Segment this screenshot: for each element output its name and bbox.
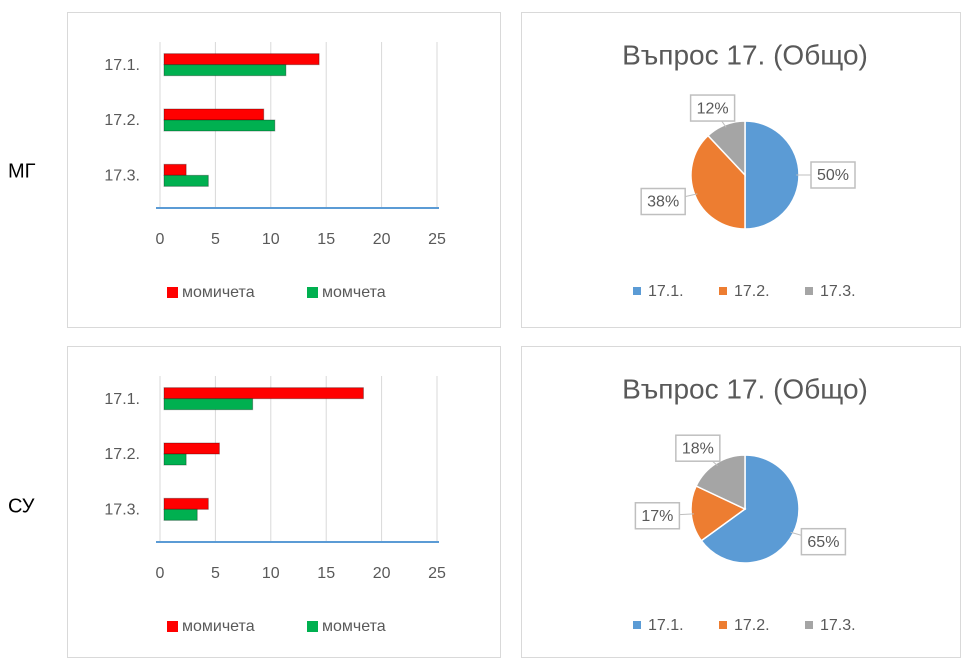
bar [163, 497, 209, 510]
x-tick-label: 10 [262, 565, 280, 582]
legend-label: 17.2. [734, 283, 770, 300]
label-box [634, 502, 681, 530]
data-label: 50% [817, 167, 849, 184]
legend-swatch [167, 287, 178, 298]
x-tick-label: 25 [428, 231, 446, 248]
y-tick-label: 17.3. [104, 168, 140, 185]
chart-panel [67, 12, 501, 328]
x-tick-label: 10 [262, 231, 280, 248]
chart-title: Въпрос 17. (Общо) [622, 39, 868, 70]
x-tick-label: 0 [156, 231, 165, 248]
x-tick-label: 20 [373, 565, 391, 582]
bar [163, 453, 187, 466]
label-box [800, 527, 847, 556]
y-tick-label: 17.2. [104, 446, 140, 463]
chart-title: Въпрос 17. (Общо) [622, 373, 868, 404]
pie-slice [695, 454, 746, 511]
legend-swatch [633, 287, 641, 295]
data-label: 65% [807, 534, 839, 551]
x-tick-label: 25 [428, 565, 446, 582]
data-label: 17% [641, 508, 673, 525]
legend-label: момчета [322, 284, 386, 301]
legend-swatch [805, 621, 813, 629]
bar [163, 119, 276, 132]
legend-label: 17.3. [820, 617, 856, 634]
bar [163, 508, 198, 521]
data-label: 18% [682, 440, 714, 457]
legend-label: 17.2. [734, 617, 770, 634]
bar [163, 442, 220, 455]
legend-label: 17.1. [648, 283, 684, 300]
legend-label: 17.1. [648, 617, 684, 634]
x-tick-label: 15 [317, 565, 335, 582]
label-box [810, 161, 856, 189]
x-tick-label: 20 [373, 231, 391, 248]
legend-swatch [167, 621, 178, 632]
legend-swatch [307, 621, 318, 632]
bar [163, 53, 320, 66]
y-tick-label: 17.1. [104, 391, 140, 408]
label-box [689, 94, 736, 122]
legend-label: момичета [182, 618, 255, 635]
legend-label: момчета [322, 618, 386, 635]
legend-swatch [307, 287, 318, 298]
label-box [675, 434, 721, 462]
y-tick-label: 17.1. [104, 57, 140, 74]
bar [163, 387, 364, 400]
row-label: СУ [8, 495, 35, 517]
x-tick-label: 5 [211, 565, 220, 582]
bar [163, 163, 187, 176]
legend-label: 17.3. [820, 283, 856, 300]
label-box [640, 187, 686, 216]
y-tick-label: 17.2. [104, 112, 140, 129]
legend-label: момичета [182, 284, 255, 301]
y-tick-label: 17.3. [104, 502, 140, 519]
pie-slice [744, 120, 800, 230]
bar [163, 174, 209, 187]
data-label: 38% [647, 194, 679, 211]
x-tick-label: 5 [211, 231, 220, 248]
x-tick-label: 0 [156, 565, 165, 582]
legend-swatch [719, 287, 727, 295]
x-tick-label: 15 [317, 231, 335, 248]
bar [163, 398, 254, 411]
legend-swatch [633, 621, 641, 629]
bar [163, 64, 287, 77]
data-label: 12% [697, 100, 729, 117]
row-label: МГ [8, 160, 36, 182]
bar [163, 108, 265, 121]
pie-slice [706, 120, 746, 177]
legend-swatch [805, 287, 813, 295]
legend-swatch [719, 621, 727, 629]
